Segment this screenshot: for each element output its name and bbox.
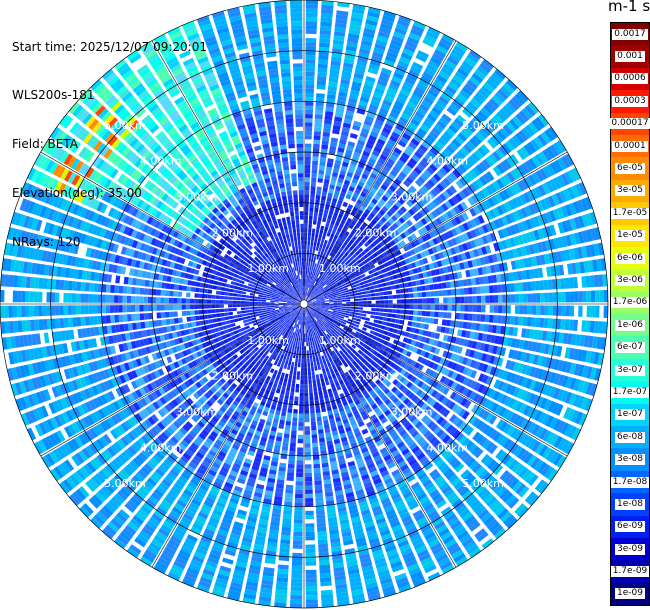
range-ring-label: 3.00km xyxy=(391,406,433,419)
scan-info: Start time: 2025/12/07 09:20:01 WLS200s-… xyxy=(12,6,207,267)
colorbar-tick-label: 6e-05 xyxy=(615,163,645,175)
colorbar-step: 3e-05 xyxy=(611,179,649,203)
colorbar-step: 6e-09 xyxy=(611,515,649,538)
range-ring-label: 1.00km xyxy=(319,262,361,275)
azimuth-spoke xyxy=(303,303,457,568)
range-ring-label: 2.00km xyxy=(212,226,254,239)
range-ring-label: 1.00km xyxy=(319,334,361,347)
colorbar-title: m-1 sr-1 xyxy=(608,0,650,15)
colorbar-tick-label: 1e-06 xyxy=(615,319,645,331)
ppi-plot: 1.00km 2.00km 3.00km 4.00km 5.00km 1.00km 2.00… xyxy=(0,0,609,609)
azimuth-spoke xyxy=(303,40,457,305)
colorbar-step: 1e-06 xyxy=(611,314,649,337)
colorbar-step: 3e-08 xyxy=(611,448,649,471)
colorbar-tick-label: 0.0006 xyxy=(612,73,648,85)
colorbar-tick-label: 3e-09 xyxy=(615,543,645,555)
field-text: Field: BETA xyxy=(12,137,78,152)
colorbar-step: 0.0017 xyxy=(611,23,649,46)
colorbar-tick-label: 1.7e-09 xyxy=(610,566,650,578)
range-ring-label: 1.00km xyxy=(247,334,289,347)
range-ring-label: 3.00km xyxy=(176,406,218,419)
ray-data xyxy=(0,0,608,608)
range-ring-label: 1.00km xyxy=(247,262,289,275)
colorbar-step: 3e-07 xyxy=(611,358,649,382)
colorbar-step: 0.00017 xyxy=(609,112,650,135)
colorbar-tick-label: 3e-07 xyxy=(615,364,645,376)
range-ring-label: 2.00km xyxy=(212,370,254,383)
colorbar-tick-label: 0.0001 xyxy=(612,140,648,152)
range-ring-label: 4.00km xyxy=(427,155,469,168)
colorbar-tick-label: 6e-06 xyxy=(615,252,645,264)
colorbar-step: 1.7e-06 xyxy=(610,291,650,315)
azimuth-spoke xyxy=(303,303,568,457)
instrument-text: WLS200s-181 xyxy=(12,88,95,103)
colorbar-tick-label: 1e-08 xyxy=(615,498,645,510)
colorbar-tick-label: 6e-09 xyxy=(615,521,645,533)
range-ring-label: 4.00km xyxy=(140,441,182,454)
colorbar-step: 0.0006 xyxy=(611,67,649,91)
colorbar-tick-label: 1.7e-08 xyxy=(610,476,650,488)
azimuth-spoke xyxy=(40,303,305,457)
colorbar-step: 1e-08 xyxy=(611,493,649,516)
colorbar-tick-label: 3e-06 xyxy=(615,274,645,286)
range-ring-label: 2.00km xyxy=(355,226,397,239)
colorbar-tick-label: 1.7e-06 xyxy=(610,297,650,309)
colorbar-tick-label: 6e-07 xyxy=(615,342,645,354)
colorbar-step: 1e-09 xyxy=(611,582,649,606)
nrays-text: NRays: 120 xyxy=(12,235,81,250)
colorbar-step: 1.7e-05 xyxy=(610,202,650,225)
colorbar-tick-label: 1.7e-05 xyxy=(610,207,650,219)
colorbar-tick-label: 6e-08 xyxy=(615,431,645,443)
colorbar-tick-label: 0.001 xyxy=(615,51,645,63)
range-ring-labels: 1.00km 2.00km 3.00km 4.00km 5.00km 1.00km 2.00… xyxy=(104,119,504,490)
range-ring-label: 5.00km xyxy=(462,119,504,132)
colorbar-tick-label: 0.0003 xyxy=(612,95,648,107)
colorbar-tick-label: 3e-05 xyxy=(615,185,645,197)
range-ring-label: 5.00km xyxy=(104,119,146,132)
azimuth-spokes xyxy=(0,0,608,608)
range-ring-label: 4.00km xyxy=(427,441,469,454)
range-ring-label: 5.00km xyxy=(104,477,146,490)
range-ring-label: 3.00km xyxy=(391,191,433,204)
colorbar-tick-label: 1.7e-07 xyxy=(610,386,650,398)
elevation-text: Elevation(deg): 35.00 xyxy=(12,186,142,201)
colorbar-step: 0.0003 xyxy=(611,90,649,113)
radar-site-marker xyxy=(299,299,309,309)
colorbar-step: 1e-05 xyxy=(611,224,649,247)
azimuth-spoke xyxy=(151,303,305,568)
colorbar-step: 6e-06 xyxy=(611,246,649,270)
colorbar-tick-label: 1e-05 xyxy=(615,230,645,242)
colorbar-step: 3e-09 xyxy=(611,537,649,561)
colorbar-step: 0.0001 xyxy=(611,134,649,158)
colorbar-step: 6e-07 xyxy=(611,336,649,359)
colorbar-tick-label: 0.0017 xyxy=(612,28,648,40)
colorbar-step: 0.001 xyxy=(611,45,649,68)
colorbar-step: 1e-07 xyxy=(611,403,649,427)
range-ring-label: 2.00km xyxy=(355,370,397,383)
colorbar-tick-label: 3e-08 xyxy=(615,454,645,466)
colorbar-tick-label: 1e-09 xyxy=(615,588,645,600)
azimuth-spoke xyxy=(40,151,305,305)
range-ring-label: 5.00km xyxy=(462,477,504,490)
colorbar-step: 1.7e-08 xyxy=(610,470,650,494)
colorbar-step: 1.7e-09 xyxy=(610,560,650,583)
colorbar-tick-label: 0.00017 xyxy=(609,118,650,130)
azimuth-spoke xyxy=(303,151,568,305)
colorbar-tick-label: 1e-07 xyxy=(615,409,645,421)
range-ring-label: 4.00km xyxy=(140,155,182,168)
colorbar-step: 6e-05 xyxy=(611,157,649,180)
colorbar-step: 1.7e-07 xyxy=(610,381,650,404)
start-time-text: Start time: 2025/12/07 09:20:01 xyxy=(12,39,207,54)
colorbar-step: 6e-08 xyxy=(611,426,649,449)
colorbar-step: 3e-06 xyxy=(611,269,649,292)
colorbar: 0.0017 0.001 0.0006 0.0003 0.00017 0.0001 6e-0… xyxy=(609,22,650,606)
azimuth-spoke xyxy=(151,40,305,305)
range-ring-label: 3.00km xyxy=(176,191,218,204)
